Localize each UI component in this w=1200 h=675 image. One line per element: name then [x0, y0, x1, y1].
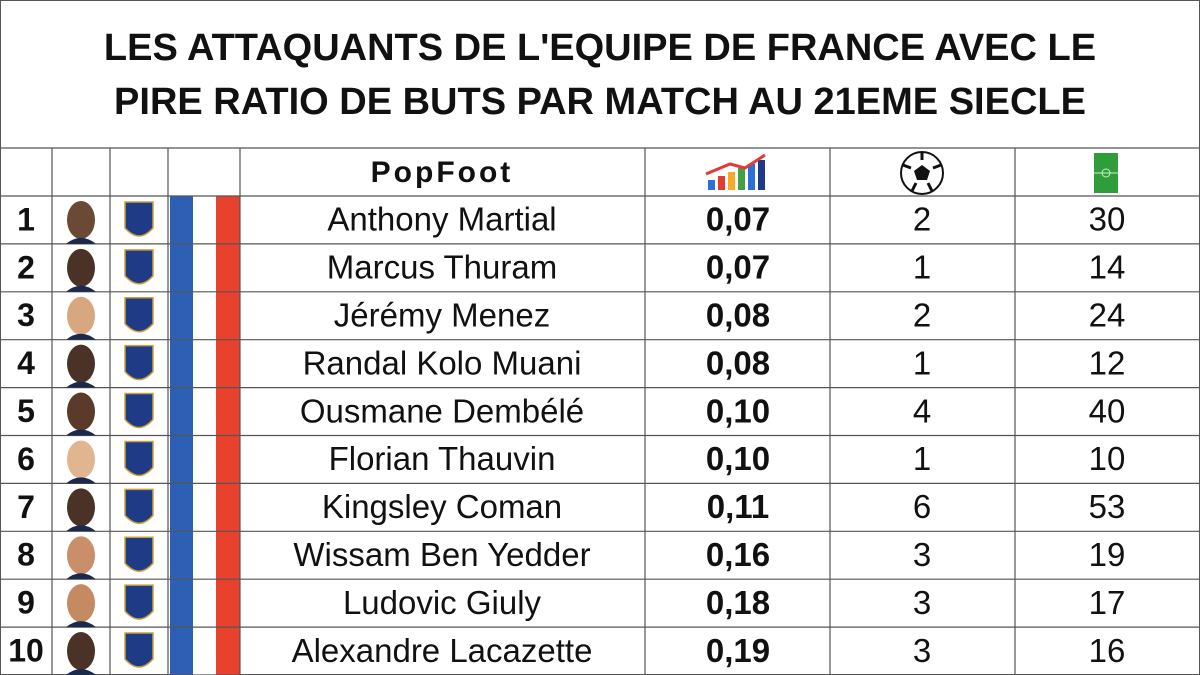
rank: 10	[8, 633, 44, 669]
matches: 24	[1089, 296, 1126, 333]
player-photo	[67, 536, 95, 575]
player-photo	[67, 632, 95, 671]
badge	[124, 584, 154, 620]
goals: 3	[913, 536, 931, 573]
badge	[124, 536, 154, 572]
player-shirt	[66, 429, 96, 436]
goals: 1	[913, 440, 931, 477]
player-photo	[67, 488, 95, 527]
player-shirt	[66, 477, 96, 484]
badge	[124, 632, 154, 668]
matches: 40	[1089, 392, 1126, 429]
player-shirt	[66, 669, 96, 675]
ratio: 0,08	[706, 296, 770, 333]
matches-icon	[1094, 153, 1118, 193]
rank: 6	[17, 441, 35, 477]
player-photo	[67, 440, 95, 479]
player-photo	[67, 344, 95, 383]
player-shirt	[66, 573, 96, 580]
title-line: LES ATTAQUANTS DE L'EQUIPE DE FRANCE AVE…	[104, 27, 1096, 69]
player-name: Ousmane Dembélé	[300, 392, 584, 429]
player-name: Wissam Ben Yedder	[293, 536, 590, 573]
player-photo	[67, 200, 95, 239]
ratio-icon	[705, 153, 766, 190]
ratio: 0,10	[706, 392, 770, 429]
ratio: 0,19	[706, 632, 770, 669]
ratio: 0,07	[706, 201, 770, 238]
title-line: PIRE RATIO DE BUTS PAR MATCH AU 21EME SI…	[114, 81, 1086, 123]
badge	[124, 201, 154, 237]
rank: 5	[17, 393, 35, 429]
player-shirt	[66, 525, 96, 532]
player-shirt	[66, 381, 96, 388]
player-photo	[67, 584, 95, 623]
player-photo	[67, 392, 95, 431]
matches: 16	[1089, 632, 1126, 669]
matches: 10	[1089, 440, 1126, 477]
player-photo	[67, 248, 95, 287]
player-name: Ludovic Giuly	[343, 584, 542, 621]
goals: 3	[913, 632, 931, 669]
rank: 1	[17, 201, 35, 237]
rank: 3	[17, 297, 35, 333]
goals: 2	[913, 201, 931, 238]
player-name: Marcus Thuram	[327, 249, 557, 286]
rank: 8	[17, 537, 35, 573]
player-name: Alexandre Lacazette	[292, 632, 593, 669]
rank: 7	[17, 489, 35, 525]
player-name: Kingsley Coman	[322, 488, 562, 525]
rank: 2	[17, 249, 35, 285]
rank: 4	[17, 345, 35, 381]
matches: 30	[1089, 201, 1126, 238]
goals: 4	[913, 392, 931, 429]
goals: 1	[913, 344, 931, 381]
goals: 2	[913, 296, 931, 333]
matches: 53	[1089, 488, 1126, 525]
badge	[124, 488, 154, 525]
player-shirt	[66, 237, 96, 244]
matches: 12	[1089, 344, 1126, 381]
goals: 3	[913, 584, 931, 621]
player-shirt	[66, 333, 96, 340]
player-name: Florian Thauvin	[329, 440, 556, 477]
goals: 1	[913, 249, 931, 286]
player-name: Randal Kolo Muani	[303, 344, 582, 381]
badge	[124, 249, 154, 285]
ratio: 0,08	[706, 344, 770, 381]
matches: 19	[1089, 536, 1126, 573]
player-shirt	[66, 285, 96, 292]
rank: 9	[17, 585, 35, 621]
matches: 14	[1089, 249, 1126, 286]
ratio: 0,11	[707, 488, 769, 525]
goals: 6	[913, 488, 931, 525]
badge	[124, 344, 154, 381]
logo: PopFoot	[371, 156, 514, 189]
ratio: 0,16	[706, 536, 770, 573]
ratio: 0,07	[706, 249, 770, 286]
ratio: 0,18	[706, 584, 770, 621]
player-photo	[67, 296, 95, 335]
ratio: 0,10	[706, 440, 770, 477]
badge	[124, 297, 154, 333]
badge	[124, 440, 154, 477]
matches: 17	[1089, 584, 1126, 621]
goals-icon	[900, 151, 944, 195]
badge	[124, 392, 154, 429]
player-name: Anthony Martial	[327, 201, 556, 238]
player-name: Jérémy Menez	[334, 296, 550, 333]
player-shirt	[66, 621, 96, 628]
